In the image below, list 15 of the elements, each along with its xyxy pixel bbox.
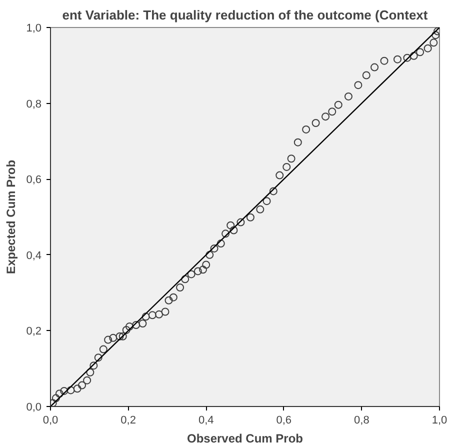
y-tick-label: 0,6 [26,174,42,186]
x-tick-label: 0,8 [354,414,370,426]
y-tick-label: 1,0 [26,22,42,34]
y-tick-label: 0,2 [26,326,42,338]
y-axis-title: Expected Cum Prob [4,160,18,274]
x-tick-label: 1,0 [432,414,448,426]
x-tick-label: 0,0 [42,414,58,426]
x-tick-label: 0,4 [198,414,214,426]
chart-title: ent Variable: The quality reduction of the outcome (Context [62,8,428,22]
y-tick-label: 0,0 [26,402,42,414]
x-axis-title: Observed Cum Prob [186,432,304,446]
x-tick-label: 0,6 [276,414,292,426]
y-tick-label: 0,8 [26,98,42,110]
y-tick-label: 0,4 [26,250,42,262]
x-tick-label: 0,2 [120,414,136,426]
